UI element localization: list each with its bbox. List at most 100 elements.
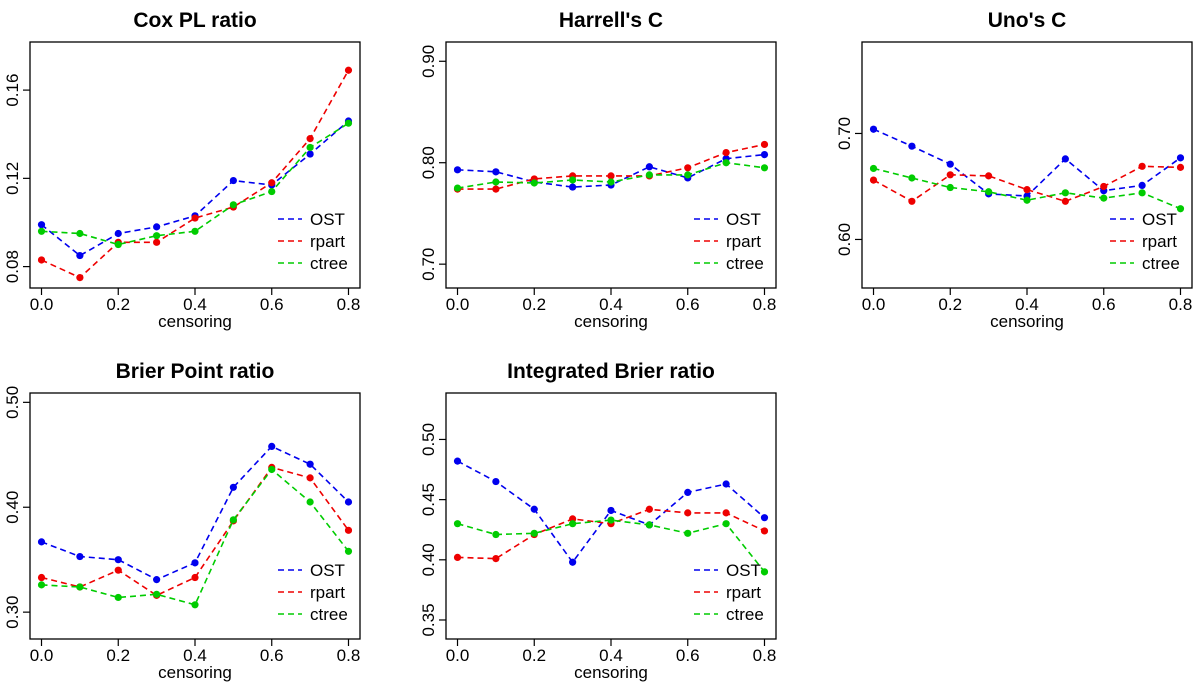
data-point-rpart — [153, 238, 161, 246]
data-point-ctree — [268, 465, 276, 474]
data-point-ctree — [229, 516, 237, 524]
data-point-rpart — [1061, 197, 1069, 205]
data-point-ctree — [114, 593, 122, 602]
chart-title: Integrated Brier ratio — [507, 360, 715, 383]
data-point-OST — [306, 150, 314, 158]
data-point-rpart — [607, 172, 615, 180]
x-tick-label: 0.6 — [676, 646, 700, 665]
x-axis-label: censoring — [158, 663, 232, 682]
chart-title: Uno's C — [988, 9, 1067, 32]
data-point-ctree — [453, 184, 462, 192]
x-tick-label: 0.2 — [522, 295, 546, 314]
data-point-ctree — [306, 498, 314, 506]
data-point-OST — [153, 576, 161, 584]
data-point-rpart — [1023, 186, 1031, 194]
data-point-OST — [229, 483, 237, 491]
x-tick-label: 0.0 — [862, 295, 886, 314]
x-tick-label: 0.8 — [753, 295, 777, 314]
x-axis-label: censoring — [158, 312, 232, 331]
legend-label-OST: OST — [310, 561, 345, 580]
chart-panel-3: Brier Point ratio 0.0 0.2 0.4 0.6 0.8 censorin… — [3, 360, 361, 682]
data-point-rpart — [722, 509, 730, 517]
data-point-OST — [1176, 154, 1185, 162]
data-point-OST — [114, 229, 122, 238]
chart-panel-0: Cox PL ratio 0.0 0.2 0.4 0.6 0.8 censoring 0.08… — [3, 9, 361, 331]
data-point-ctree — [530, 529, 538, 537]
data-point-rpart — [684, 164, 692, 172]
data-point-OST — [569, 183, 577, 191]
data-point-ctree — [191, 601, 199, 609]
x-tick-label: 0.0 — [30, 295, 54, 314]
data-point-rpart — [37, 256, 46, 264]
legend-label-ctree: ctree — [726, 254, 764, 273]
series-line-rpart — [41, 69, 350, 279]
chart-panel-4: Integrated Brier ratio 0.0 0.2 0.4 0.6 0.8 cen… — [419, 360, 777, 682]
data-point-rpart — [191, 214, 199, 222]
x-tick-label: 0.6 — [260, 646, 284, 665]
data-point-ctree — [153, 232, 161, 240]
data-point-rpart — [645, 505, 653, 513]
legend-label-rpart: rpart — [726, 583, 761, 602]
data-point-OST — [1061, 155, 1069, 163]
series-line-ctree — [457, 519, 766, 573]
y-tick-label: 0.60 — [835, 223, 854, 256]
x-tick-label: 0.8 — [1169, 295, 1193, 314]
legend-label-rpart: rpart — [310, 583, 345, 602]
data-point-rpart — [114, 566, 122, 574]
data-point-OST — [530, 505, 538, 513]
y-tick-label: 0.50 — [419, 423, 438, 456]
y-tick-label: 0.50 — [3, 386, 22, 419]
legend: OST rpart ctree — [278, 210, 348, 273]
x-tick-label: 0.6 — [260, 295, 284, 314]
data-point-ctree — [453, 520, 462, 528]
y-tick-label: 0.40 — [419, 543, 438, 576]
legend: OST rpart ctree — [694, 210, 764, 273]
data-point-rpart — [985, 172, 993, 180]
x-tick-label: 0.2 — [938, 295, 962, 314]
x-tick-label: 0.2 — [522, 646, 546, 665]
data-point-ctree — [760, 164, 769, 172]
data-point-ctree — [645, 171, 653, 179]
plot-frame — [29, 41, 361, 289]
x-tick-label: 0.4 — [183, 295, 207, 314]
x-tick-label: 0.8 — [337, 646, 361, 665]
series-line-OST — [40, 120, 350, 257]
data-point-ctree — [229, 201, 237, 209]
data-point-ctree — [684, 529, 692, 537]
data-point-ctree — [946, 183, 954, 192]
data-point-rpart — [306, 474, 314, 482]
data-point-OST — [76, 552, 84, 561]
data-point-rpart — [76, 274, 84, 282]
data-point-ctree — [1176, 205, 1185, 213]
data-point-ctree — [37, 227, 46, 235]
x-tick-label: 0.2 — [106, 295, 130, 314]
x-tick-label: 0.2 — [106, 646, 130, 665]
data-point-rpart — [492, 555, 500, 563]
data-point-ctree — [306, 143, 314, 152]
y-tick-label: 0.70 — [419, 248, 438, 281]
data-point-ctree — [492, 178, 500, 186]
legend-label-OST: OST — [310, 210, 345, 229]
data-point-rpart — [37, 573, 46, 582]
data-point-ctree — [607, 516, 615, 524]
data-point-OST — [492, 168, 500, 176]
chart-panel-2: Uno's C 0.0 0.2 0.4 0.6 0.8 censoring 0.60 0.70 O… — [835, 9, 1193, 331]
y-tick-label: 0.12 — [3, 162, 22, 195]
series-line-ctree — [41, 122, 349, 246]
data-point-OST — [268, 442, 276, 450]
data-point-ctree — [908, 174, 916, 182]
data-point-ctree — [1138, 189, 1146, 197]
data-point-ctree — [268, 187, 276, 196]
data-point-OST — [37, 221, 46, 229]
legend-label-ctree: ctree — [726, 605, 764, 624]
data-point-OST — [722, 480, 730, 488]
x-tick-label: 0.8 — [753, 646, 777, 665]
y-tick-label: 0.45 — [419, 483, 438, 516]
data-point-rpart — [908, 197, 916, 205]
data-point-OST — [492, 477, 500, 486]
data-point-ctree — [114, 240, 122, 249]
data-point-rpart — [1100, 182, 1108, 191]
legend: OST rpart ctree — [694, 561, 764, 624]
data-point-rpart — [869, 176, 878, 184]
data-point-rpart — [1176, 163, 1185, 171]
